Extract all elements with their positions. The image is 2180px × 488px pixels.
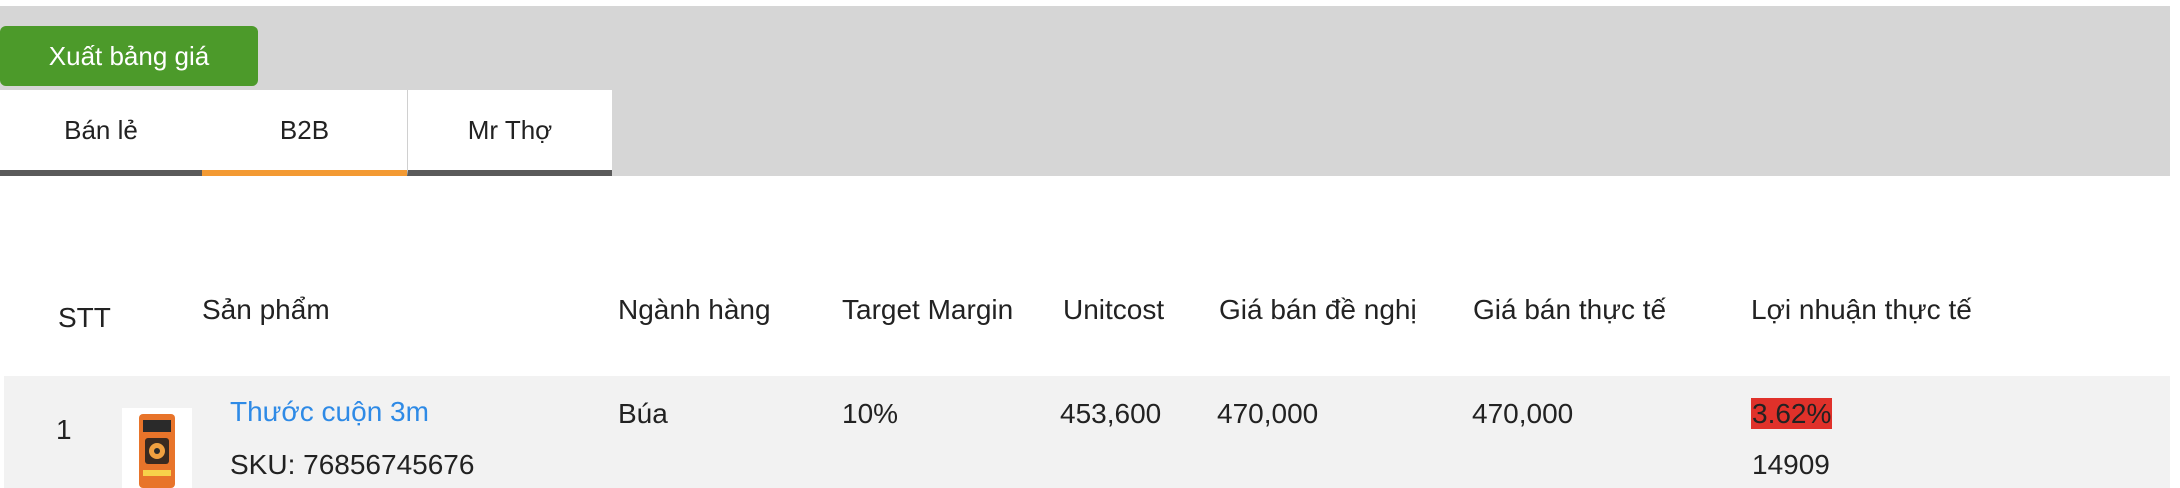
header-actual-profit: Lợi nhuận thực tế — [1751, 294, 1972, 325]
profit-value: 14909 — [1752, 449, 1830, 480]
header-target-margin: Target Margin — [842, 294, 1014, 325]
row-category: Búa — [618, 398, 668, 429]
header-stt: STT — [58, 302, 111, 333]
header-product: Sản phẩm — [202, 294, 330, 325]
row-unitcost: 453,600 — [1060, 398, 1162, 429]
product-name-link[interactable]: Thước cuộn 3m — [230, 396, 429, 427]
row-suggested-price: 470,000 — [1217, 398, 1319, 429]
tab-retail[interactable]: Bán lẻ — [0, 90, 202, 176]
product-thumbnail[interactable] — [122, 408, 192, 488]
tab-mr-tho[interactable]: Mr Thợ — [407, 90, 612, 176]
header-unitcost: Unitcost — [1063, 294, 1165, 325]
header-actual-price: Giá bán thực tế — [1473, 294, 1667, 325]
row-actual-price: 470,000 — [1472, 398, 1574, 429]
profit-percent-badge: 3.62% — [1751, 398, 1833, 430]
header-category: Ngành hàng — [618, 294, 771, 325]
export-price-list-button[interactable]: Xuất bảng giá — [0, 26, 258, 86]
row-stt: 1 — [56, 414, 72, 445]
tape-measure-image — [139, 414, 175, 488]
product-sku: SKU: 76856745676 — [230, 449, 475, 480]
table-row — [4, 376, 2170, 488]
header-suggested-price: Giá bán đề nghị — [1219, 294, 1417, 325]
tab-b2b[interactable]: B2B — [202, 90, 407, 176]
row-target-margin: 10% — [842, 398, 899, 429]
price-tabs: Bán lẻ B2B Mr Thợ — [0, 90, 612, 176]
profit-percent-value: 3.62% — [1751, 398, 1833, 429]
